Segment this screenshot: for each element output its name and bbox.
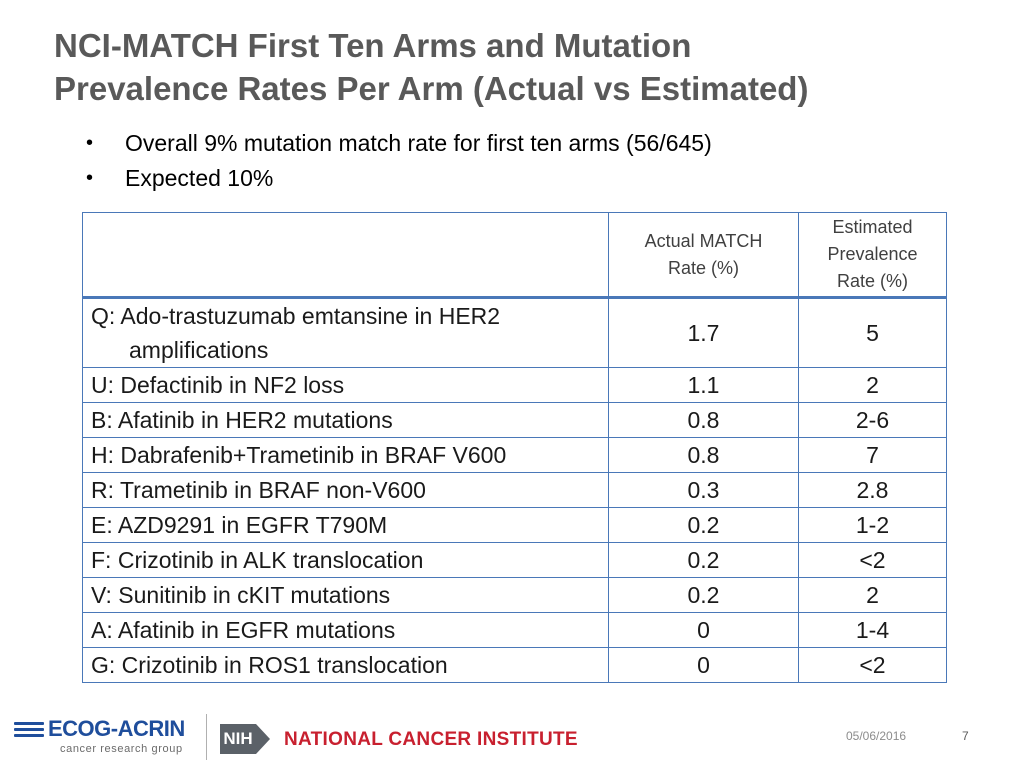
estimated-rate-cell: 2 xyxy=(798,577,947,613)
actual-rate-cell: 0.2 xyxy=(608,507,799,543)
table-row: E: AZD9291 in EGFR T790M 0.2 1-2 xyxy=(82,507,947,543)
table-row: V: Sunitinib in cKIT mutations 0.2 2 xyxy=(82,577,947,613)
nci-name: NATIONAL CANCER INSTITUTE xyxy=(284,729,578,750)
header-actual-rate: Actual MATCH Rate (%) xyxy=(608,212,799,299)
page-number: 7 xyxy=(962,729,969,743)
table-row: A: Afatinib in EGFR mutations 0 1-4 xyxy=(82,612,947,648)
arm-cell: U: Defactinib in NF2 loss xyxy=(82,367,609,403)
estimated-rate-cell: 7 xyxy=(798,437,947,473)
ecog-acrin-name: ECOG-ACRIN xyxy=(48,716,185,741)
table-row: R: Trametinib in BRAF non-V600 0.3 2.8 xyxy=(82,472,947,508)
actual-rate-cell: 0.8 xyxy=(608,402,799,438)
estimated-rate-cell: 1-2 xyxy=(798,507,947,543)
header-estimated-line2: Prevalence xyxy=(827,244,918,264)
bullet-list: • Overall 9% mutation match rate for fir… xyxy=(86,126,712,196)
ecog-bars-icon xyxy=(14,722,44,740)
header-estimated-line1: Estimated xyxy=(832,217,913,237)
arm-cell: V: Sunitinib in cKIT mutations xyxy=(82,577,609,613)
arm-cell: R: Trametinib in BRAF non-V600 xyxy=(82,472,609,508)
table-row: G: Crizotinib in ROS1 translocation 0 <2 xyxy=(82,647,947,683)
header-actual-line1: Actual MATCH xyxy=(644,230,763,251)
actual-rate-cell: 1.7 xyxy=(608,297,799,368)
bullet-dot-icon: • xyxy=(86,132,94,154)
arm-cell: F: Crizotinib in ALK translocation xyxy=(82,542,609,578)
arm-cell-line1: Q: Ado-trastuzumab emtansine in HER2 xyxy=(91,303,501,329)
actual-rate-cell: 0.2 xyxy=(608,542,799,578)
header-actual-line2: Rate (%) xyxy=(667,257,739,278)
nih-logo: NIH xyxy=(220,724,256,754)
table-row: U: Defactinib in NF2 loss 1.1 2 xyxy=(82,367,947,403)
table-row: Q: Ado-trastuzumab emtansine in HER2 amp… xyxy=(82,297,947,368)
estimated-rate-cell: 1-4 xyxy=(798,612,947,648)
slide-title-line2: Prevalence Rates Per Arm (Actual vs Esti… xyxy=(54,70,809,107)
actual-rate-cell: 0.2 xyxy=(608,577,799,613)
arm-cell: G: Crizotinib in ROS1 translocation xyxy=(82,647,609,683)
estimated-rate-cell: 2-6 xyxy=(798,402,947,438)
header-estimated-line3: Rate (%) xyxy=(836,271,908,291)
estimated-rate-cell: 5 xyxy=(798,297,947,368)
slide-title-line1: NCI-MATCH First Ten Arms and Mutation xyxy=(54,27,692,64)
bullet-item: • Expected 10% xyxy=(86,161,712,196)
header-estimated-rate: Estimated Prevalence Rate (%) xyxy=(798,212,947,299)
logo-divider xyxy=(206,714,207,760)
bullet-text: Overall 9% mutation match rate for first… xyxy=(125,130,712,156)
arm-cell-line2: amplifications xyxy=(129,337,269,363)
arms-table: Actual MATCH Rate (%) Estimated Prevalen… xyxy=(82,212,947,683)
estimated-rate-cell: <2 xyxy=(798,647,947,683)
table-header-row: Actual MATCH Rate (%) Estimated Prevalen… xyxy=(82,212,947,299)
table-row: B: Afatinib in HER2 mutations 0.8 2-6 xyxy=(82,402,947,438)
arm-cell: E: AZD9291 in EGFR T790M xyxy=(82,507,609,543)
arm-cell: B: Afatinib in HER2 mutations xyxy=(82,402,609,438)
slide-date: 05/06/2016 xyxy=(846,729,907,743)
actual-rate-cell: 1.1 xyxy=(608,367,799,403)
actual-rate-cell: 0.3 xyxy=(608,472,799,508)
bullet-dot-icon: • xyxy=(86,167,94,189)
arm-cell: Q: Ado-trastuzumab emtansine in HER2 amp… xyxy=(82,297,609,368)
table-row: F: Crizotinib in ALK translocation 0.2 <… xyxy=(82,542,947,578)
ecog-acrin-subtitle: cancer research group xyxy=(60,743,183,755)
estimated-rate-cell: 2.8 xyxy=(798,472,947,508)
table-row: H: Dabrafenib+Trametinib in BRAF V600 0.… xyxy=(82,437,947,473)
arm-cell: H: Dabrafenib+Trametinib in BRAF V600 xyxy=(82,437,609,473)
estimated-rate-cell: <2 xyxy=(798,542,947,578)
estimated-rate-cell: 2 xyxy=(798,367,947,403)
nih-arrow-icon xyxy=(256,724,270,754)
arm-cell: A: Afatinib in EGFR mutations xyxy=(82,612,609,648)
header-arm xyxy=(82,212,609,299)
ecog-acrin-logo: ECOG-ACRIN cancer research group xyxy=(14,716,199,760)
slide-title: NCI-MATCH First Ten Arms and Mutation Pr… xyxy=(54,24,974,110)
actual-rate-cell: 0 xyxy=(608,647,799,683)
bullet-text: Expected 10% xyxy=(125,165,274,191)
bullet-item: • Overall 9% mutation match rate for fir… xyxy=(86,126,712,161)
actual-rate-cell: 0.8 xyxy=(608,437,799,473)
actual-rate-cell: 0 xyxy=(608,612,799,648)
footer-logos: ECOG-ACRIN cancer research group NIH NAT… xyxy=(14,712,594,762)
